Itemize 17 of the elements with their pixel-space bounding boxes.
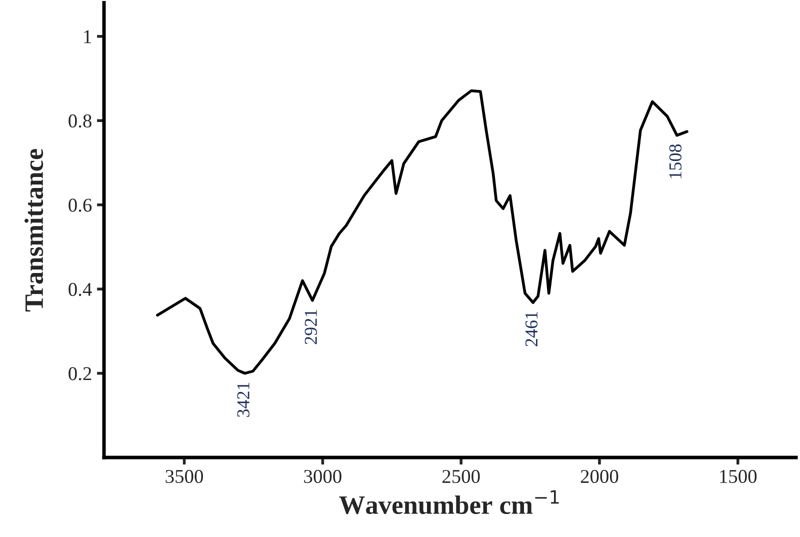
y-tick-label: 0.8 xyxy=(68,114,92,128)
line-series xyxy=(156,89,688,375)
annotation: 2461 xyxy=(525,312,538,346)
y-tick-label: 0.4 xyxy=(68,282,92,296)
x-axis-title: Wavenumber cm$^{−1}$ xyxy=(339,490,559,514)
y-tick-label: 0.6 xyxy=(68,198,92,212)
annotation: 3421 xyxy=(237,382,250,417)
y-axis-title: Transmittance xyxy=(24,148,44,312)
x-tick-label: 2500 xyxy=(442,470,480,484)
x-tick-label: 3000 xyxy=(304,470,342,484)
x-tick-label: 1500 xyxy=(720,470,757,484)
x-tick-label: 3500 xyxy=(166,470,203,484)
y-tick-label: 1 xyxy=(84,30,92,44)
y-tick-label: 0.2 xyxy=(68,367,92,380)
annotation: 1508 xyxy=(669,144,682,178)
annotation: 2921 xyxy=(304,310,317,344)
x-tick-label: 2000 xyxy=(580,470,618,484)
